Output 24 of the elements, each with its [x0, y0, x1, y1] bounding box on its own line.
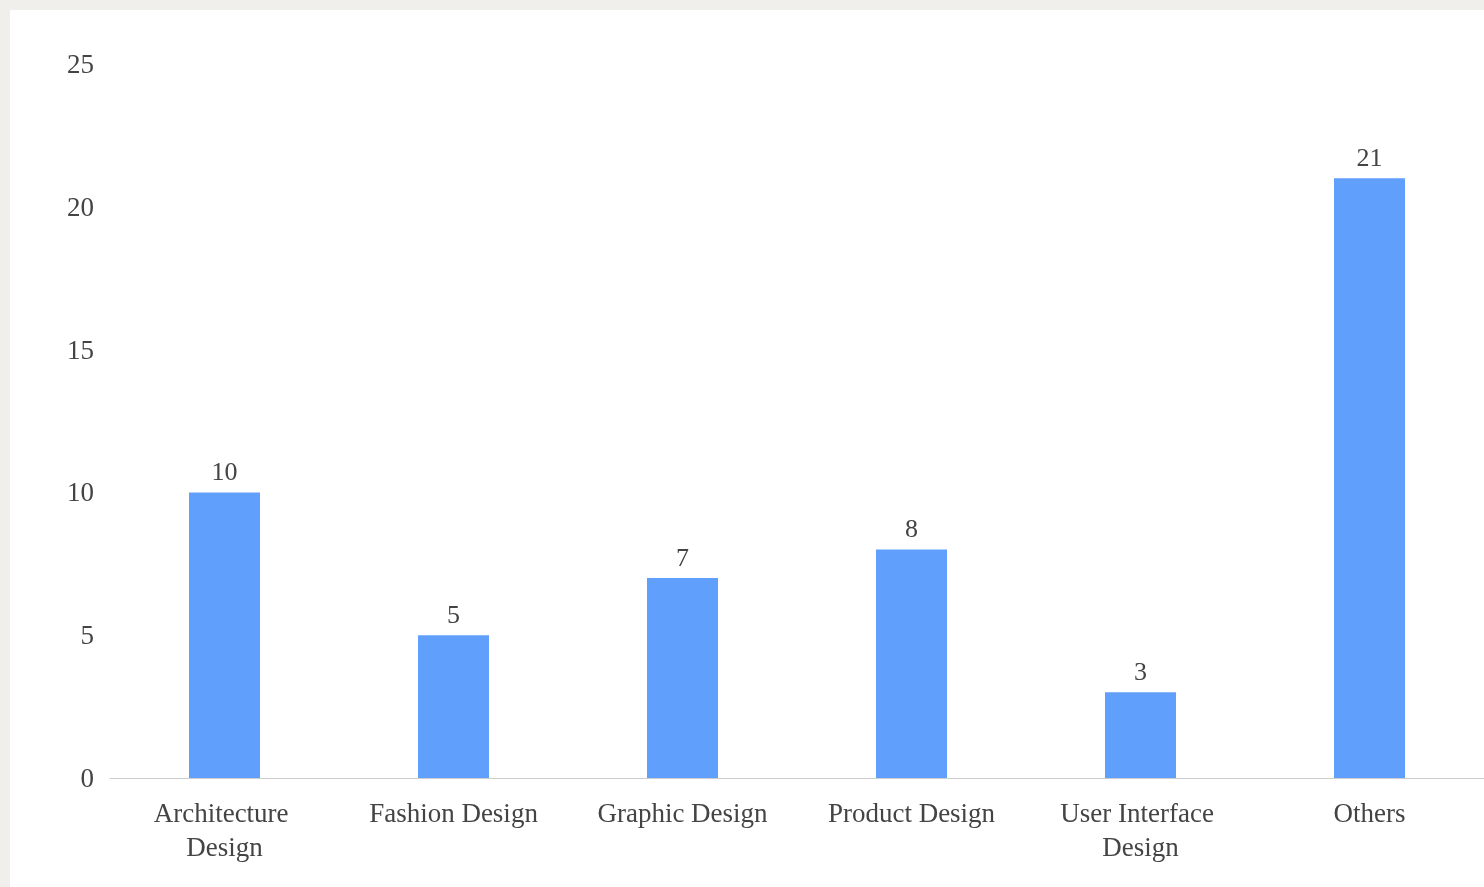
x-tick-label: Graphic Design — [597, 798, 769, 828]
y-tick-label: 25 — [67, 49, 94, 79]
data-label: 8 — [905, 514, 918, 544]
x-tick-label: Architecture Design — [153, 798, 296, 862]
bar — [876, 549, 947, 778]
bar — [1105, 692, 1176, 778]
data-label: 10 — [211, 456, 238, 486]
data-label: 3 — [1134, 656, 1147, 686]
y-tick-label: 15 — [67, 334, 94, 365]
bar — [647, 578, 718, 778]
y-tick-label: 5 — [80, 620, 94, 651]
x-tick-label: Others — [1333, 798, 1406, 828]
data-label: 5 — [447, 599, 460, 629]
bar — [189, 492, 260, 778]
x-tick-label: Product Design — [827, 798, 996, 828]
y-tick-label: 0 — [80, 763, 94, 793]
y-tick-label: 10 — [67, 477, 94, 508]
bar — [418, 635, 489, 778]
data-label: 21 — [1356, 142, 1383, 172]
bar — [1334, 178, 1405, 778]
data-label: 7 — [676, 542, 689, 572]
x-tick-label: User Interface Design — [1060, 798, 1221, 862]
x-tick-label: Fashion Design — [369, 798, 539, 828]
y-tick-label: 20 — [67, 191, 94, 222]
